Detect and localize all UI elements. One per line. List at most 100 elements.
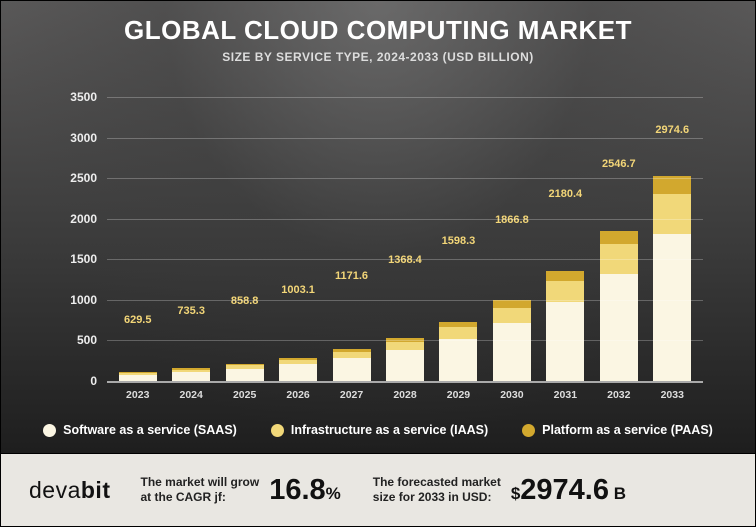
gridline <box>107 178 703 179</box>
legend-label-saas: Software as a service (SAAS) <box>63 423 237 437</box>
gridline <box>107 138 703 139</box>
forecast-unit: B <box>609 484 626 503</box>
bar-segment-saas <box>653 234 691 381</box>
ytick-label: 0 <box>90 374 107 388</box>
bar-slot: 1171.6 <box>325 97 378 381</box>
xtick-label: 2033 <box>646 389 699 401</box>
bar-segment-saas <box>546 302 584 381</box>
brand-logo: devabit <box>29 477 110 504</box>
cagr-number: 16.8 <box>269 474 325 506</box>
bar-segment-saas <box>386 350 424 381</box>
bar: 2180.4 <box>546 204 584 381</box>
ytick-label: 1500 <box>70 252 107 266</box>
bar: 1598.3 <box>439 251 477 381</box>
bar-segment-saas <box>226 369 264 381</box>
bar-segment-paas <box>493 300 531 307</box>
bar-slot: 735.3 <box>164 97 217 381</box>
xtick-label: 2023 <box>111 389 164 401</box>
legend-saas: Software as a service (SAAS) <box>43 423 237 437</box>
xtick-label: 2026 <box>271 389 324 401</box>
bar-slot: 858.8 <box>218 97 271 381</box>
bar-segment-saas <box>493 323 531 381</box>
forecast-number: 2974.6 <box>520 474 609 506</box>
swatch-paas <box>522 424 535 437</box>
bar-segment-iaas <box>439 327 477 339</box>
chart-legend: Software as a service (SAAS) Infrastruct… <box>1 423 755 437</box>
xtick-label: 2031 <box>539 389 592 401</box>
ytick-label: 2500 <box>70 171 107 185</box>
legend-paas: Platform as a service (PAAS) <box>522 423 713 437</box>
bar-segment-saas <box>600 274 638 381</box>
cagr-stat: The market will grow at the CAGR jf: 16.… <box>140 474 340 507</box>
ytick-label: 3000 <box>70 131 107 145</box>
bar-segment-paas <box>600 231 638 244</box>
page-title: GLOBAL CLOUD COMPUTING MARKET <box>1 15 755 46</box>
gridline <box>107 381 703 383</box>
gridline <box>107 219 703 220</box>
forecast-value: $2974.6 B <box>511 474 626 507</box>
bar: 2546.7 <box>600 174 638 381</box>
bar: 735.3 <box>172 321 210 381</box>
chart-plot: 629.5 735.3 858.8 1003.1 1171.6 1368.4 1598.3 1… <box>107 97 703 381</box>
bar-slot: 2546.7 <box>592 97 645 381</box>
bar-total-label: 1171.6 <box>335 270 368 282</box>
bar-segment-iaas <box>493 308 531 324</box>
bar-segment-iaas <box>653 194 691 234</box>
bar: 629.5 <box>119 330 157 381</box>
bar-slot: 2974.6 <box>646 97 699 381</box>
xtick-label: 2025 <box>218 389 271 401</box>
gridline <box>107 300 703 301</box>
bar: 1368.4 <box>386 270 424 381</box>
legend-label-paas: Platform as a service (PAAS) <box>542 423 713 437</box>
page-subtitle: SIZE BY SERVICE TYPE, 2024-2033 (USD BIL… <box>1 50 755 64</box>
xtick-label: 2029 <box>432 389 485 401</box>
bar-total-label: 2546.7 <box>602 158 636 170</box>
footer-panel: devabit The market will grow at the CAGR… <box>0 454 756 527</box>
cagr-unit: % <box>326 484 341 503</box>
bar-segment-iaas <box>386 342 424 351</box>
cagr-label: The market will grow at the CAGR jf: <box>140 475 259 505</box>
bar-slot: 1598.3 <box>432 97 485 381</box>
swatch-saas <box>43 424 56 437</box>
bar-total-label: 858.8 <box>231 295 259 307</box>
xtick-label: 2032 <box>592 389 645 401</box>
legend-label-iaas: Infrastructure as a service (IAAS) <box>291 423 488 437</box>
ytick-label: 1000 <box>70 293 107 307</box>
brand-part-1: deva <box>29 477 81 503</box>
bar-total-label: 1003.1 <box>281 284 315 296</box>
chart-xlabels: 2023202420252026202720282029203020312032… <box>107 389 703 401</box>
bar-total-label: 2974.6 <box>655 124 689 136</box>
bar-total-label: 1598.3 <box>442 235 476 247</box>
gridline <box>107 259 703 260</box>
chart-bars: 629.5 735.3 858.8 1003.1 1171.6 1368.4 1598.3 1… <box>107 97 703 381</box>
forecast-label-l1: The forecasted market <box>373 475 501 489</box>
bar: 1866.8 <box>493 230 531 381</box>
forecast-label: The forecasted market size for 2033 in U… <box>373 475 501 505</box>
swatch-iaas <box>271 424 284 437</box>
bar-slot: 629.5 <box>111 97 164 381</box>
bar-total-label: 2180.4 <box>549 188 583 200</box>
bar-slot: 1866.8 <box>485 97 538 381</box>
cagr-label-l2: at the CAGR jf: <box>140 490 225 504</box>
ytick-label: 2000 <box>70 212 107 226</box>
bar-segment-saas <box>333 358 371 381</box>
forecast-label-l2: size for 2033 in USD: <box>373 490 492 504</box>
bar-segment-saas <box>279 364 317 381</box>
gridline <box>107 97 703 98</box>
ytick-label: 500 <box>77 333 107 347</box>
ytick-label: 3500 <box>70 90 107 104</box>
bar: 858.8 <box>226 311 264 381</box>
xtick-label: 2028 <box>378 389 431 401</box>
bar-slot: 1003.1 <box>271 97 324 381</box>
xtick-label: 2027 <box>325 389 378 401</box>
market-chart: 629.5 735.3 858.8 1003.1 1171.6 1368.4 1598.3 1… <box>107 97 703 381</box>
bar-segment-saas <box>172 372 210 381</box>
bar-segment-saas <box>439 339 477 381</box>
xtick-label: 2030 <box>485 389 538 401</box>
bar-slot: 2180.4 <box>539 97 592 381</box>
bar-segment-paas <box>546 271 584 281</box>
brand-part-2: bit <box>81 477 111 503</box>
gridline <box>107 340 703 341</box>
bar-total-label: 735.3 <box>177 305 205 317</box>
cagr-label-l1: The market will grow <box>140 475 259 489</box>
